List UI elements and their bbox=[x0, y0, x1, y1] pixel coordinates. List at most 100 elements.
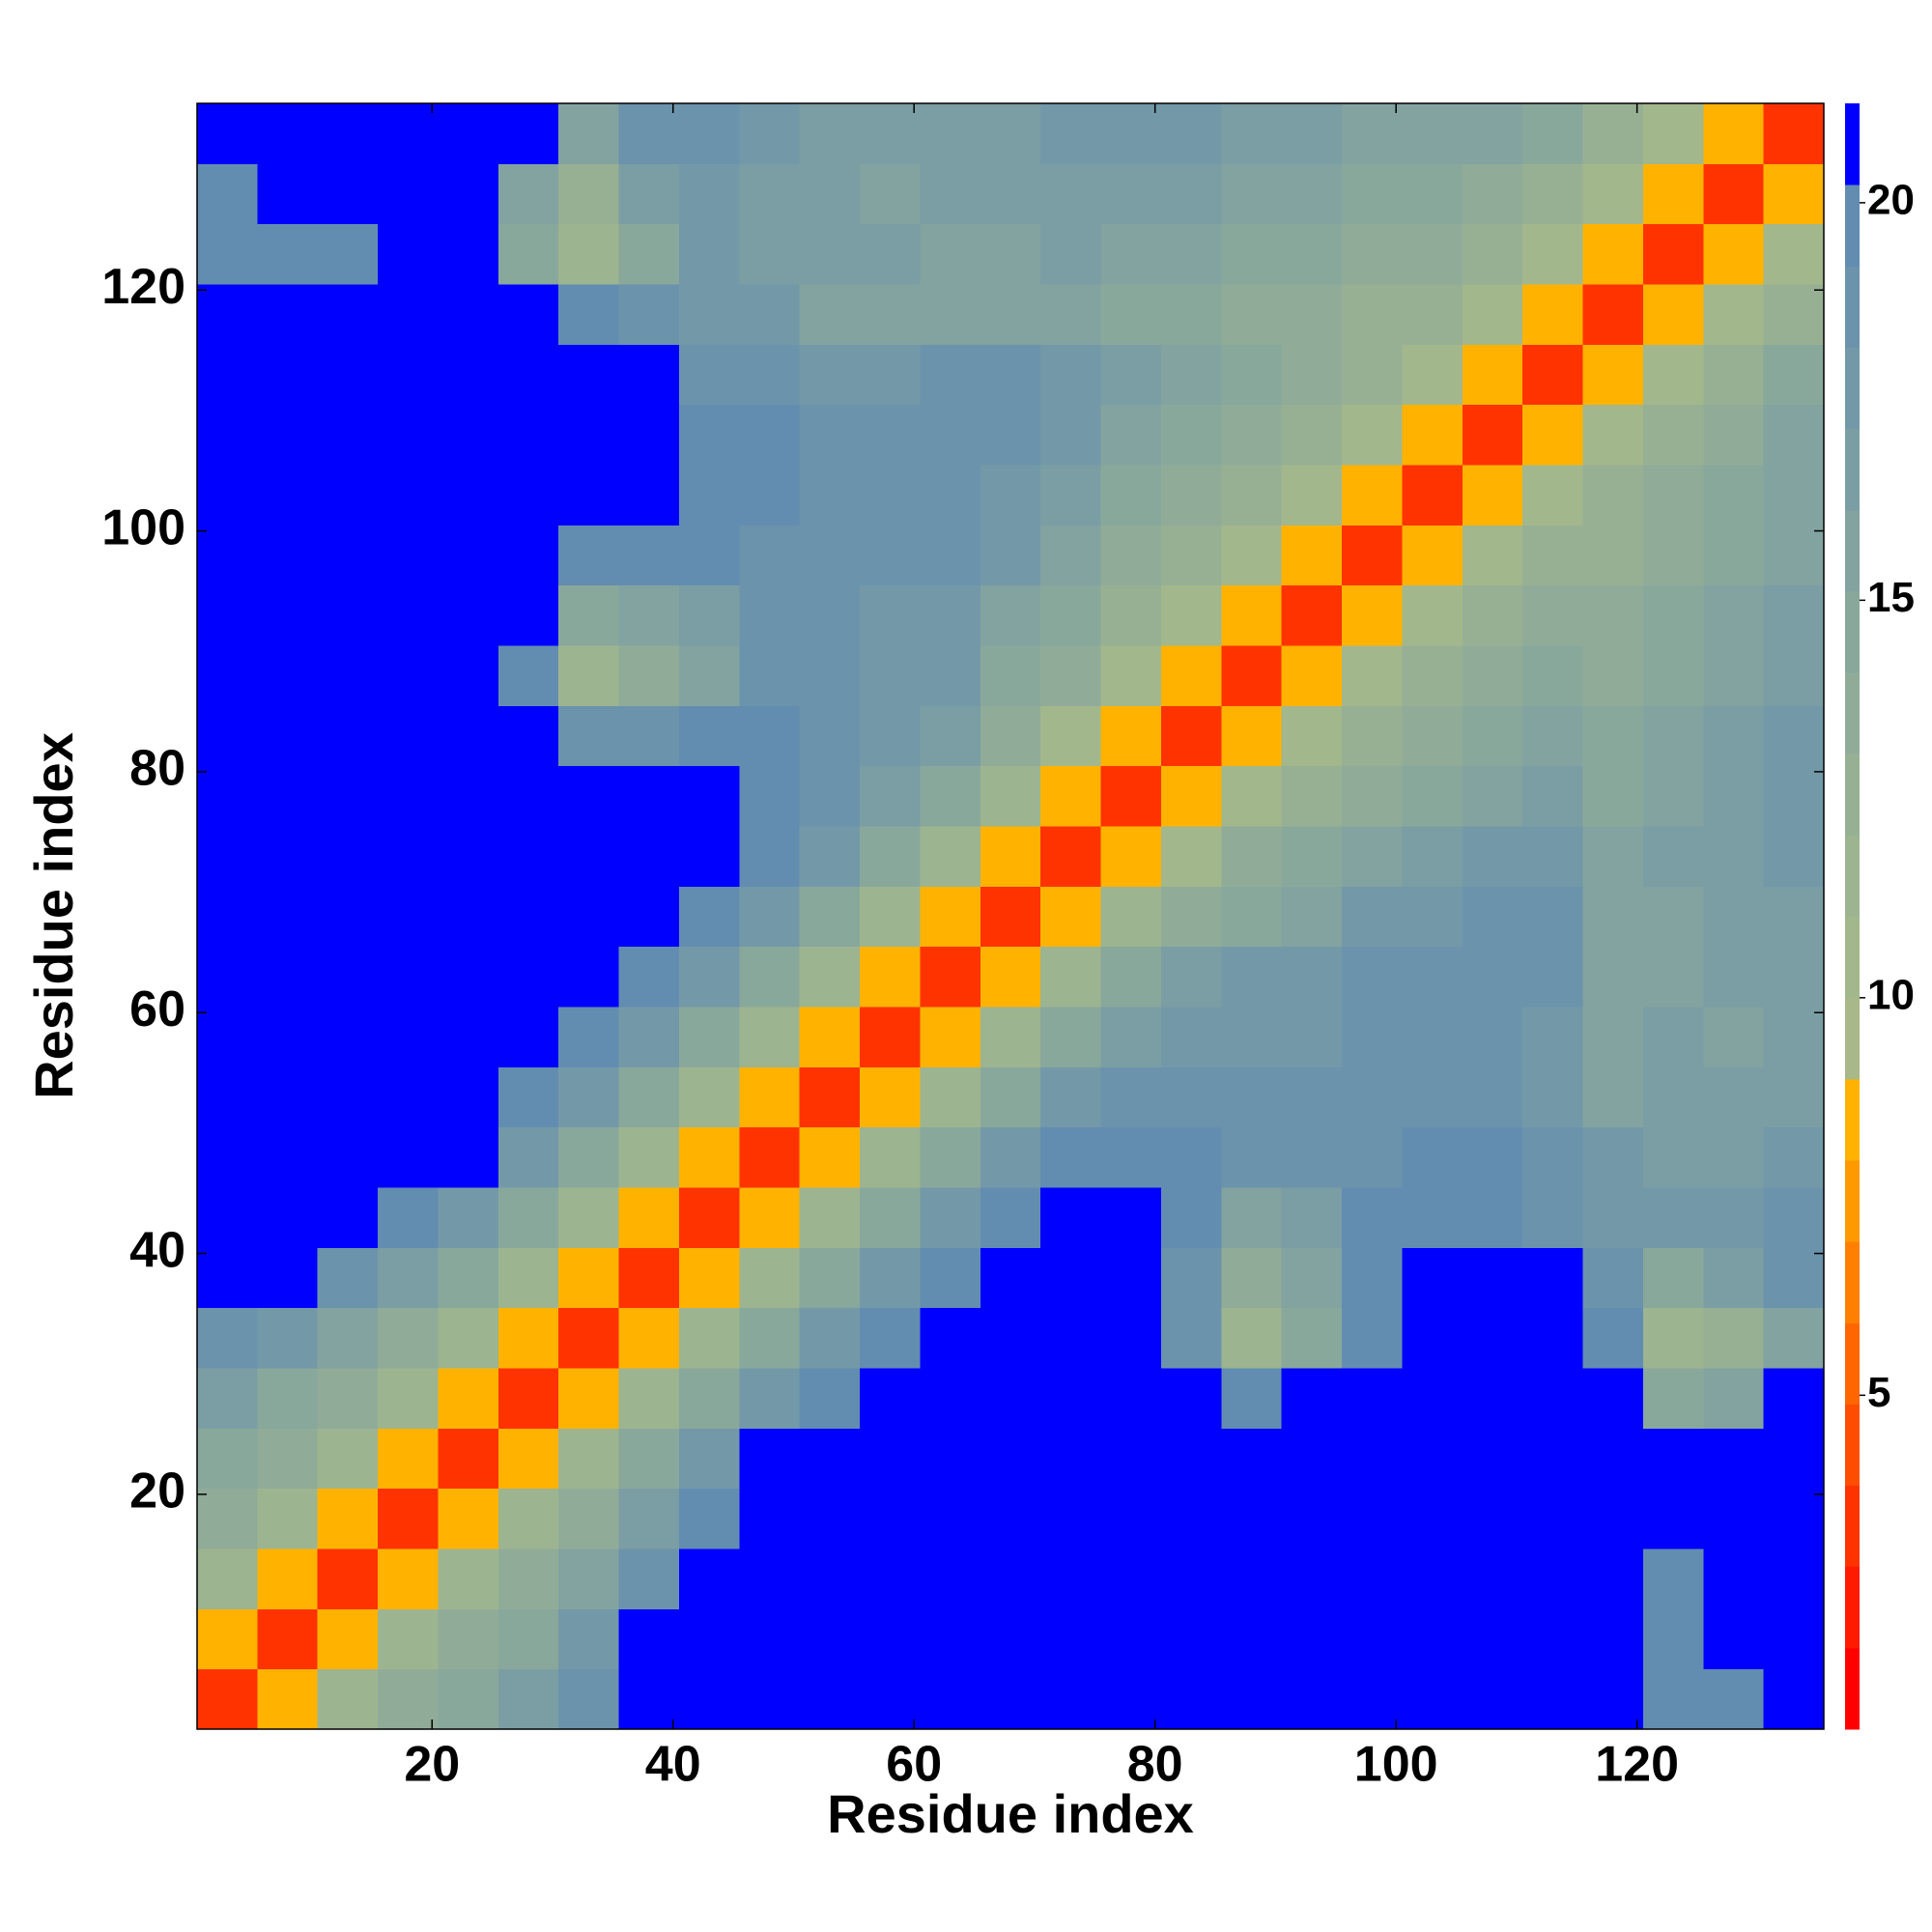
heatmap-cell bbox=[739, 705, 801, 767]
heatmap-cell bbox=[618, 886, 680, 948]
heatmap-cell bbox=[1160, 1187, 1222, 1248]
heatmap-cell bbox=[317, 163, 379, 225]
heatmap-cell bbox=[1402, 645, 1463, 706]
heatmap-cell bbox=[558, 826, 620, 887]
heatmap-cell bbox=[1221, 1668, 1283, 1730]
heatmap-cell bbox=[197, 1007, 258, 1067]
heatmap-cell bbox=[1281, 1007, 1343, 1067]
heatmap-cell bbox=[1522, 645, 1584, 706]
heatmap-cell bbox=[1703, 946, 1765, 1008]
heatmap-cell bbox=[678, 284, 740, 345]
heatmap-cell bbox=[1703, 584, 1765, 646]
heatmap-cell bbox=[378, 1126, 439, 1188]
heatmap-cell bbox=[799, 284, 861, 345]
heatmap-cell bbox=[920, 946, 981, 1008]
heatmap-cell bbox=[438, 163, 499, 225]
heatmap-cell bbox=[739, 223, 801, 285]
heatmap-cell bbox=[1160, 1428, 1222, 1490]
heatmap-cell bbox=[678, 946, 740, 1008]
heatmap-cell bbox=[257, 1608, 319, 1670]
heatmap-cell bbox=[618, 1488, 680, 1549]
heatmap-cell bbox=[1402, 103, 1463, 164]
heatmap-cell bbox=[1160, 765, 1222, 827]
heatmap-cell bbox=[1221, 886, 1283, 948]
heatmap-cell bbox=[438, 344, 499, 406]
heatmap-cell bbox=[1281, 765, 1343, 827]
heatmap-cell bbox=[1582, 103, 1644, 164]
heatmap-cell bbox=[1040, 1307, 1102, 1369]
heatmap-cell bbox=[1221, 765, 1283, 827]
heatmap-cell bbox=[980, 1368, 1041, 1429]
heatmap-cell bbox=[920, 645, 981, 706]
heatmap-cell bbox=[920, 465, 981, 526]
heatmap-cell bbox=[1462, 1368, 1523, 1429]
heatmap-cell bbox=[1462, 645, 1523, 706]
heatmap-cell bbox=[1100, 946, 1162, 1008]
heatmap-cell bbox=[497, 1066, 559, 1128]
heatmap-cell bbox=[739, 1428, 801, 1490]
colorbar-band bbox=[1845, 753, 1860, 836]
heatmap-cell bbox=[799, 1548, 861, 1609]
heatmap-cell bbox=[378, 1548, 439, 1609]
heatmap-cell bbox=[1582, 1066, 1644, 1128]
heatmap-cell bbox=[1402, 284, 1463, 345]
heatmap-cell bbox=[1763, 284, 1825, 345]
heatmap-cell bbox=[1342, 826, 1403, 887]
heatmap-cell bbox=[558, 946, 620, 1008]
heatmap-cell bbox=[1582, 1247, 1644, 1309]
heatmap-cell bbox=[1221, 946, 1283, 1008]
heatmap-cell bbox=[497, 765, 559, 827]
heatmap-cell bbox=[438, 584, 499, 646]
heatmap-cell bbox=[1703, 765, 1765, 827]
heatmap-cell bbox=[197, 404, 258, 466]
heatmap-cell bbox=[1462, 1307, 1523, 1369]
heatmap-cell bbox=[860, 1668, 921, 1730]
heatmap-cell bbox=[1160, 344, 1222, 406]
heatmap-cell bbox=[558, 1307, 620, 1369]
heatmap-cell bbox=[678, 705, 740, 767]
plot-frame bbox=[196, 102, 1825, 1730]
heatmap-cell bbox=[1100, 284, 1162, 345]
heatmap-cell bbox=[1522, 1187, 1584, 1248]
heatmap-cell bbox=[980, 344, 1041, 406]
heatmap-cell bbox=[197, 886, 258, 948]
heatmap-cell bbox=[1342, 1548, 1403, 1609]
heatmap-cell bbox=[1040, 344, 1102, 406]
heatmap-cell bbox=[678, 1307, 740, 1369]
heatmap-cell bbox=[1281, 284, 1343, 345]
heatmap-cell bbox=[257, 223, 319, 285]
heatmap-cell bbox=[197, 705, 258, 767]
heatmap-cell bbox=[739, 946, 801, 1008]
heatmap-cell bbox=[739, 645, 801, 706]
heatmap-cell bbox=[378, 1307, 439, 1369]
heatmap-cell bbox=[1522, 103, 1584, 164]
heatmap-cell bbox=[317, 1187, 379, 1248]
heatmap-cell bbox=[1281, 946, 1343, 1008]
colorbar-band bbox=[1845, 997, 1860, 1080]
heatmap-cell bbox=[378, 765, 439, 827]
heatmap-cell bbox=[920, 1247, 981, 1309]
heatmap-cell bbox=[1642, 1247, 1704, 1309]
y-tick-label: 40 bbox=[129, 1222, 185, 1278]
heatmap-cell bbox=[1221, 1187, 1283, 1248]
y-tick-label: 20 bbox=[129, 1463, 185, 1520]
heatmap-cell bbox=[618, 1066, 680, 1128]
heatmap-cell bbox=[1703, 1368, 1765, 1429]
heatmap-cell bbox=[739, 1307, 801, 1369]
heatmap-cell bbox=[1040, 525, 1102, 586]
heatmap-cell bbox=[378, 946, 439, 1008]
heatmap-cell bbox=[860, 1608, 921, 1670]
heatmap-cell bbox=[438, 284, 499, 345]
heatmap-cell bbox=[438, 404, 499, 466]
heatmap-cell bbox=[980, 826, 1041, 887]
heatmap-cell bbox=[558, 163, 620, 225]
heatmap-cell bbox=[1763, 1247, 1825, 1309]
heatmap-cell bbox=[1281, 344, 1343, 406]
heatmap-cell bbox=[438, 1488, 499, 1549]
heatmap-cell bbox=[1462, 1247, 1523, 1309]
heatmap-cell bbox=[1703, 465, 1765, 526]
heatmap-cell bbox=[678, 1428, 740, 1490]
heatmap-cell bbox=[739, 886, 801, 948]
heatmap-cell bbox=[678, 886, 740, 948]
